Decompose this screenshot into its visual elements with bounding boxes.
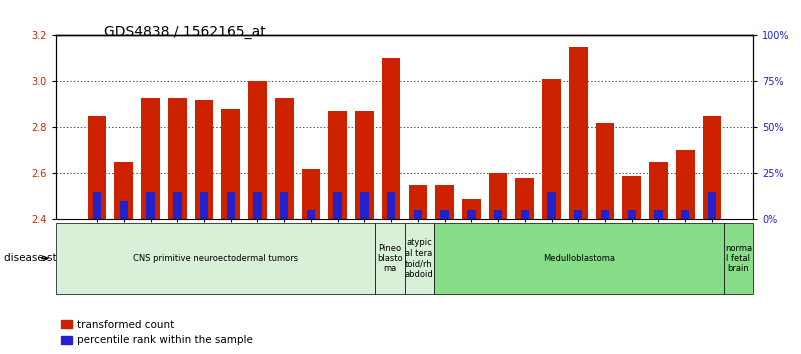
Bar — [168, 97, 187, 219]
Bar — [649, 162, 668, 219]
Text: CNS primitive neuroectodermal tumors: CNS primitive neuroectodermal tumors — [133, 254, 298, 263]
Bar — [195, 100, 213, 219]
Bar — [141, 97, 160, 219]
Text: norma
l fetal
brain: norma l fetal brain — [725, 244, 752, 273]
Bar — [307, 210, 315, 219]
Bar — [409, 185, 427, 219]
Legend: transformed count, percentile rank within the sample: transformed count, percentile rank withi… — [62, 320, 253, 345]
Text: atypic
al tera
toid/rh
abdoid: atypic al tera toid/rh abdoid — [405, 238, 433, 279]
Bar — [542, 79, 561, 219]
Bar — [93, 192, 101, 219]
Bar — [355, 111, 374, 219]
Bar — [708, 192, 716, 219]
Bar — [413, 210, 422, 219]
Bar — [275, 97, 294, 219]
Bar — [119, 201, 128, 219]
Bar — [115, 162, 133, 219]
Text: Medulloblastoma: Medulloblastoma — [543, 254, 614, 263]
Bar — [387, 192, 396, 219]
Bar — [147, 192, 155, 219]
Bar — [494, 210, 502, 219]
Bar — [333, 192, 342, 219]
Bar — [360, 192, 368, 219]
Bar — [221, 109, 240, 219]
Bar — [462, 199, 481, 219]
Bar — [676, 150, 694, 219]
Bar — [569, 47, 588, 219]
Bar — [227, 192, 235, 219]
Bar — [627, 210, 636, 219]
Bar — [467, 210, 476, 219]
Bar — [601, 210, 610, 219]
Bar — [248, 81, 267, 219]
Bar — [253, 192, 262, 219]
Bar — [547, 192, 556, 219]
Bar — [382, 58, 400, 219]
Text: Pineo
blasto
ma: Pineo blasto ma — [377, 244, 403, 273]
Bar — [199, 192, 208, 219]
Bar — [622, 176, 641, 219]
Bar — [88, 116, 107, 219]
Bar — [280, 192, 288, 219]
Bar — [515, 178, 534, 219]
Bar — [654, 210, 662, 219]
Text: GDS4838 / 1562165_at: GDS4838 / 1562165_at — [104, 25, 266, 39]
Bar — [173, 192, 182, 219]
Bar — [489, 173, 507, 219]
Bar — [441, 210, 449, 219]
Bar — [681, 210, 690, 219]
Bar — [328, 111, 347, 219]
Bar — [596, 123, 614, 219]
Bar — [435, 185, 454, 219]
Bar — [574, 210, 582, 219]
Text: disease state: disease state — [4, 253, 74, 263]
Bar — [702, 116, 721, 219]
Bar — [302, 169, 320, 219]
Bar — [521, 210, 529, 219]
